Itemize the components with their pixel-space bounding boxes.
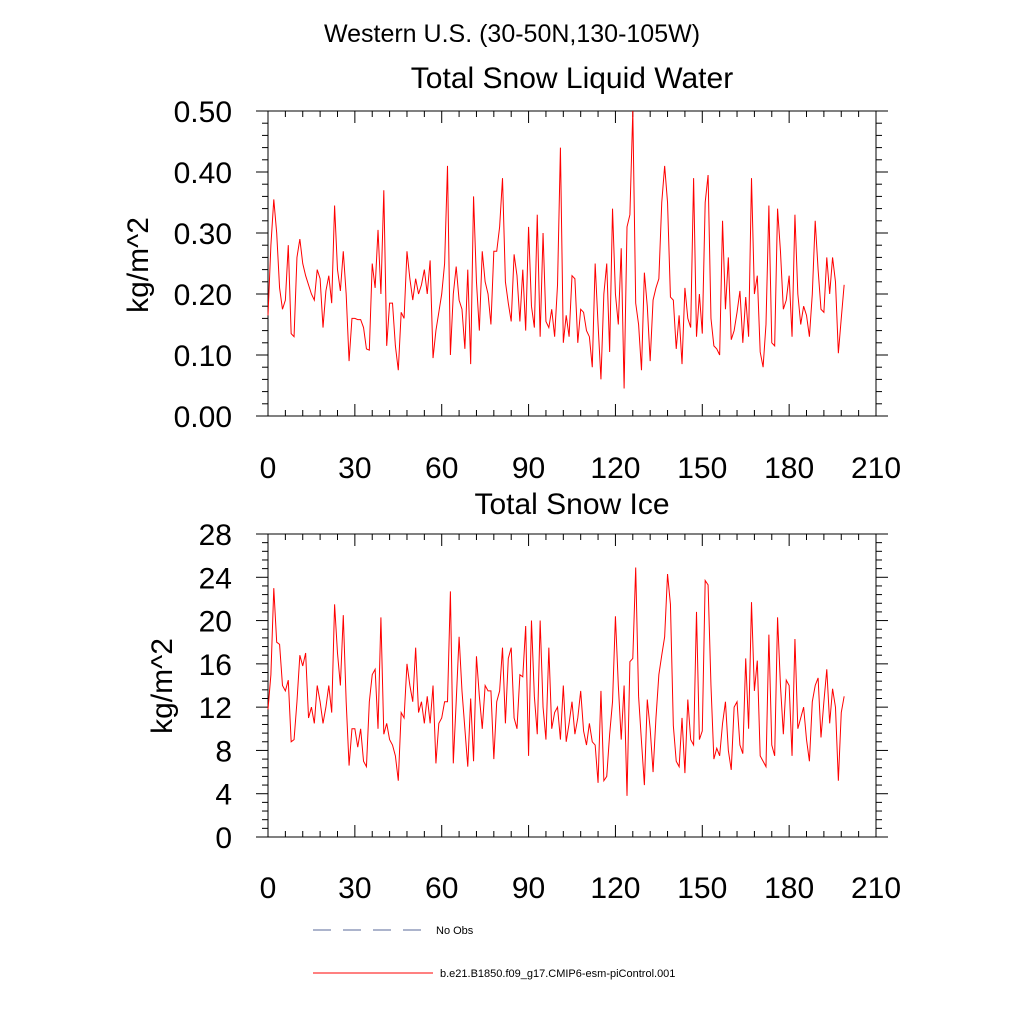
y-tick-label: 0.50 [174, 96, 232, 129]
x-tick-label: 90 [512, 452, 545, 485]
y-tick-label: 12 [199, 692, 232, 725]
chart-title: Total Snow Liquid Water [411, 62, 733, 95]
y-tick-label: 28 [199, 519, 232, 552]
y-tick-label: 8 [215, 735, 232, 768]
y-tick-label: 0.10 [174, 340, 232, 373]
y-tick-label: 24 [199, 562, 232, 595]
x-tick-label: 210 [851, 452, 901, 485]
chart-panel-snow-liquid-water: Total Snow Liquid Water kg/m^2 0 30 60 90 12… [122, 62, 901, 485]
y-axis-label: kg/m^2 [146, 638, 179, 734]
y-tick-label: 0.00 [174, 401, 232, 434]
x-tick-label: 60 [425, 872, 458, 905]
plot-frame [267, 533, 877, 838]
legend-label-model: b.e21.B1850.f09_g17.CMIP6-esm-piControl.… [440, 968, 675, 980]
x-tick-label: 180 [764, 452, 814, 485]
x-tick-label: 90 [512, 872, 545, 905]
figure-title: Western U.S. (30-50N,130-105W) [324, 20, 700, 48]
y-tick-label: 16 [199, 649, 232, 682]
y-tick-label: 20 [199, 606, 232, 639]
plot-frame [267, 110, 877, 417]
y-tick-label: 0.20 [174, 279, 232, 312]
x-tick-label: 30 [338, 872, 371, 905]
series-line [267, 567, 845, 796]
x-tick-label: 120 [590, 872, 640, 905]
x-tick-label: 210 [851, 872, 901, 905]
y-tick-label: 4 [215, 779, 232, 812]
x-tick-label: 30 [338, 452, 371, 485]
x-tick-label: 0 [260, 452, 277, 485]
series-line [267, 110, 845, 389]
y-tick-label: 0.30 [174, 218, 232, 251]
y-axis-label: kg/m^2 [122, 217, 155, 313]
chart-title: Total Snow Ice [474, 488, 669, 521]
x-tick-label: 120 [590, 452, 640, 485]
x-tick-label: 150 [677, 452, 727, 485]
chart-panel-snow-ice: Total Snow Ice kg/m^2 0 30 60 90 120 150 180 21… [146, 488, 901, 905]
x-tick-label: 150 [677, 872, 727, 905]
legend: No Obs b.e21.B1850.f09_g17.CMIP6-esm-piC… [313, 925, 675, 980]
legend-label-no-obs: No Obs [436, 925, 474, 937]
y-tick-label: 0.40 [174, 157, 232, 190]
x-tick-label: 0 [260, 872, 277, 905]
y-tick-label: 0 [215, 822, 232, 855]
x-tick-label: 180 [764, 872, 814, 905]
x-tick-label: 60 [425, 452, 458, 485]
